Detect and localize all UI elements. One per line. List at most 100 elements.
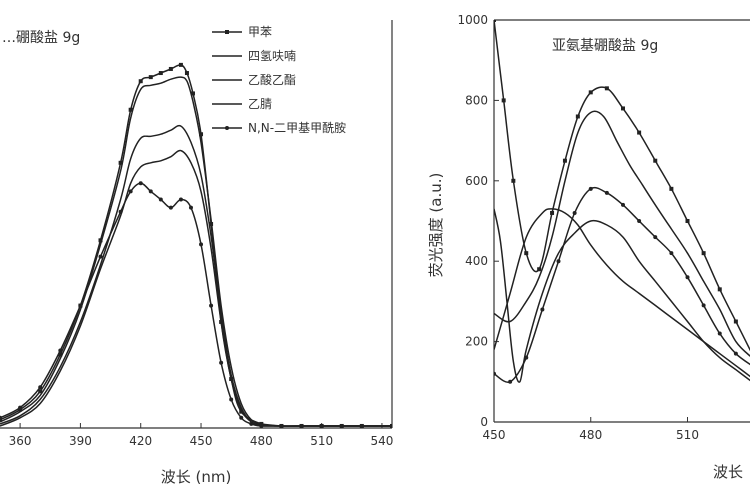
legend-marker — [225, 30, 229, 34]
x-tick-label: 540 — [370, 434, 393, 448]
data-point — [209, 303, 214, 308]
y-tick-label: 600 — [465, 174, 488, 188]
x-tick-label: 450 — [190, 434, 213, 448]
data-point — [219, 360, 224, 365]
data-point — [58, 352, 63, 357]
data-point — [562, 158, 567, 163]
data-point — [148, 75, 153, 80]
x-tick-label: 480 — [250, 434, 273, 448]
series-line-5 — [494, 208, 750, 383]
data-point — [168, 66, 173, 71]
x-axis-label: 波长 — [713, 463, 743, 481]
series-line-2 — [494, 110, 750, 357]
y-tick-label: 1000 — [457, 13, 488, 27]
legend-item: N,N-二甲基甲酰胺 — [212, 121, 346, 135]
data-point — [178, 197, 183, 202]
data-point — [501, 98, 506, 103]
x-axis-label: 波长 (nm) — [161, 468, 232, 486]
left-chart-panel: 360 390 420 450 480 510 540 …硼酸盐 9g 波长 (nm) 甲苯四氢呋… — [0, 20, 393, 486]
data-point — [18, 405, 23, 410]
y-tick-label: 800 — [465, 93, 488, 107]
data-point — [508, 379, 513, 384]
data-point — [669, 186, 674, 191]
y-tick-label: 200 — [465, 335, 488, 349]
right-chart-panel: 450 480 510 0 200 400 600 800 1000 亚氨基硼酸盐 9g 波长 荧光强… — [427, 13, 750, 481]
series-line-1 — [0, 64, 392, 427]
data-point — [158, 71, 163, 76]
data-point — [511, 178, 516, 183]
data-point — [98, 238, 103, 243]
data-point — [653, 235, 658, 240]
data-point — [717, 287, 722, 292]
data-point — [78, 303, 83, 308]
data-point — [118, 209, 123, 214]
legend-item: 乙腈 — [212, 97, 272, 111]
y-axis-label: 荧光强度 (a.u.) — [427, 173, 445, 278]
y-tick-label: 400 — [465, 254, 488, 268]
chart-title: 亚氨基硼酸盐 9g — [552, 37, 658, 54]
data-point — [249, 421, 254, 426]
data-point — [390, 423, 392, 428]
data-point — [279, 423, 284, 428]
data-point — [148, 189, 153, 194]
x-tick-label: 450 — [483, 428, 506, 442]
data-point — [717, 331, 722, 336]
data-point — [199, 242, 204, 247]
data-point — [128, 189, 133, 194]
data-point — [229, 397, 234, 402]
plot-area — [494, 20, 750, 384]
x-tick-label: 510 — [310, 434, 333, 448]
legend-label: 四氢呋喃 — [248, 48, 296, 63]
data-point — [604, 190, 609, 195]
data-point — [128, 107, 133, 112]
data-point — [299, 423, 304, 428]
x-tick-label: 360 — [9, 434, 32, 448]
data-point — [701, 303, 706, 308]
data-point — [359, 423, 364, 428]
series-line-4 — [494, 208, 750, 378]
data-point — [685, 275, 690, 280]
legend-item: 甲苯 — [212, 25, 272, 39]
data-point — [604, 86, 609, 91]
data-point — [621, 106, 625, 111]
data-point — [556, 259, 561, 264]
data-point — [184, 71, 189, 76]
legend-marker — [225, 126, 229, 130]
data-point — [38, 385, 43, 390]
data-point — [733, 319, 738, 324]
data-point — [18, 407, 23, 412]
data-point — [637, 130, 642, 135]
x-tick-label: 480 — [579, 428, 602, 442]
data-point — [685, 219, 690, 223]
data-point — [178, 62, 183, 67]
data-point — [524, 251, 529, 256]
data-point — [138, 181, 143, 186]
data-point — [733, 351, 738, 356]
series-line-1 — [494, 20, 750, 352]
data-point — [168, 205, 173, 210]
y-tick-label: 0 — [480, 415, 488, 429]
plot-area — [0, 62, 392, 428]
data-point — [621, 202, 625, 207]
data-point — [138, 79, 143, 84]
legend-label: 甲苯 — [248, 25, 272, 39]
data-point — [540, 307, 545, 312]
data-point — [259, 423, 264, 428]
data-point — [190, 91, 195, 96]
data-point — [701, 251, 706, 256]
data-point — [0, 415, 2, 420]
data-point — [188, 205, 193, 210]
x-tick-label: 420 — [129, 434, 152, 448]
data-point — [494, 20, 496, 22]
data-point — [550, 210, 555, 215]
data-point — [118, 160, 123, 165]
data-point — [339, 423, 344, 428]
legend-label: 乙腈 — [248, 97, 272, 111]
data-point — [537, 267, 542, 272]
data-point — [637, 219, 642, 223]
x-tick-label: 510 — [676, 428, 699, 442]
data-point — [588, 186, 593, 191]
data-point — [653, 158, 658, 163]
